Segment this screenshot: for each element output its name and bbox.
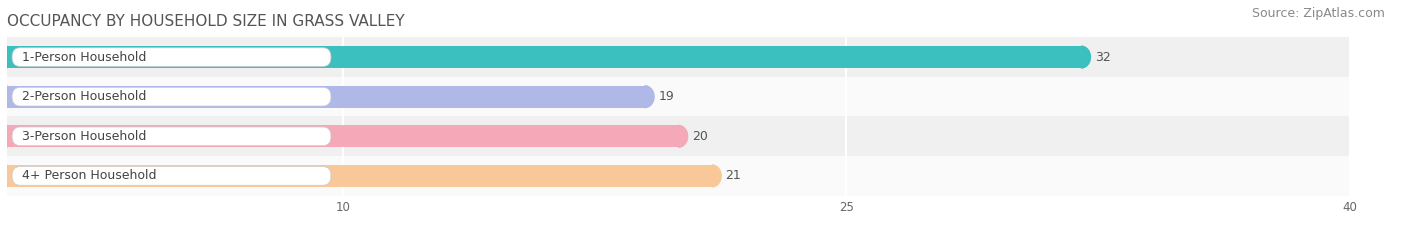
Text: 3-Person Household: 3-Person Household	[22, 130, 146, 143]
Bar	[7, 165, 711, 187]
Text: 4+ Person Household: 4+ Person Household	[22, 169, 156, 182]
Polygon shape	[0, 86, 7, 108]
Bar	[7, 37, 1350, 77]
Text: 19: 19	[658, 90, 673, 103]
FancyBboxPatch shape	[13, 167, 330, 185]
Text: 1-Person Household: 1-Person Household	[22, 51, 146, 64]
Bar	[7, 46, 1081, 68]
Bar	[7, 156, 1350, 196]
Polygon shape	[0, 46, 7, 68]
Text: OCCUPANCY BY HOUSEHOLD SIZE IN GRASS VALLEY: OCCUPANCY BY HOUSEHOLD SIZE IN GRASS VAL…	[7, 14, 405, 29]
Polygon shape	[0, 125, 7, 147]
Polygon shape	[711, 165, 721, 187]
Polygon shape	[645, 86, 654, 108]
Polygon shape	[0, 165, 7, 187]
FancyBboxPatch shape	[13, 48, 330, 66]
Bar	[7, 77, 1350, 116]
Text: 20: 20	[692, 130, 707, 143]
FancyBboxPatch shape	[13, 87, 330, 106]
Text: 32: 32	[1095, 51, 1111, 64]
Bar	[7, 125, 678, 147]
FancyBboxPatch shape	[13, 127, 330, 146]
Text: Source: ZipAtlas.com: Source: ZipAtlas.com	[1251, 7, 1385, 20]
Bar	[7, 86, 645, 108]
Text: 21: 21	[725, 169, 741, 182]
Polygon shape	[678, 125, 688, 147]
Bar	[7, 116, 1350, 156]
Polygon shape	[1081, 46, 1091, 68]
Text: 2-Person Household: 2-Person Household	[22, 90, 146, 103]
